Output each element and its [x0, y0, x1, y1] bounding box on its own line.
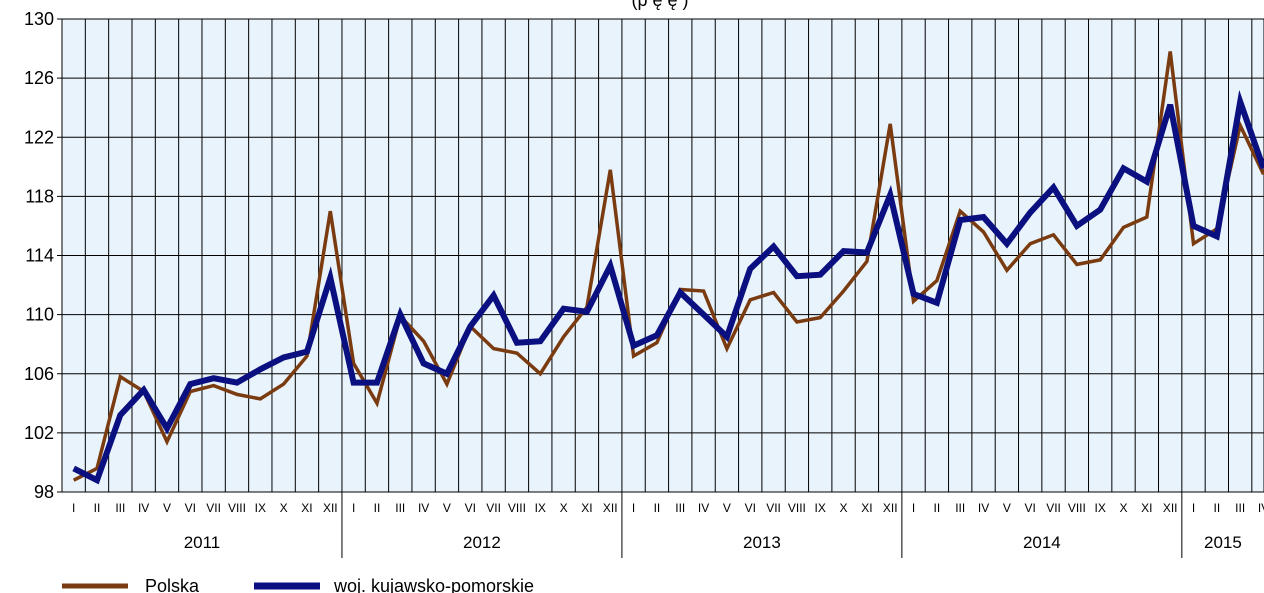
month-tick-label: X [840, 501, 848, 515]
month-tick-label: I [352, 501, 355, 515]
month-tick-label: XI [1141, 501, 1152, 515]
month-tick-label: V [723, 501, 731, 515]
legend-label-kujawsko-pomorskie: woj. kujawsko-pomorskie [333, 576, 534, 593]
month-tick-label: XI [581, 501, 592, 515]
month-tick-label: IX [1095, 501, 1106, 515]
month-tick-label: VI [465, 501, 476, 515]
month-tick-label: XI [861, 501, 872, 515]
month-tick-label: VIII [228, 501, 246, 515]
month-tick-label: IX [815, 501, 826, 515]
month-tick-label: IX [535, 501, 546, 515]
month-tick-label: X [560, 501, 568, 515]
month-tick-label: IV [978, 501, 989, 515]
month-tick-label: III [1235, 501, 1245, 515]
month-tick-label: V [443, 501, 451, 515]
grid-lines [62, 18, 1264, 493]
month-tick-label: IV [698, 501, 709, 515]
legend-item-polska: Polska [62, 576, 200, 593]
year-label: 2015 [1204, 533, 1242, 552]
month-tick-label: VII [766, 501, 781, 515]
month-tick-label: X [1120, 501, 1128, 515]
chart-title-fragment: (p ę ę ) [631, 0, 688, 10]
month-tick-label: X [280, 501, 288, 515]
y-tick-label: 118 [25, 186, 54, 206]
legend-item-kujawsko-pomorskie: woj. kujawsko-pomorskie [254, 576, 534, 593]
month-tick-label: I [912, 501, 915, 515]
year-label: 2011 [184, 533, 221, 552]
y-tick-label: 122 [24, 127, 54, 147]
month-tick-label: VII [1046, 501, 1061, 515]
month-tick-label: II [1213, 501, 1220, 515]
month-tick-label: VI [1025, 501, 1036, 515]
y-tick-label: 102 [24, 423, 54, 443]
month-tick-label: III [115, 501, 125, 515]
month-tick-label: II [934, 501, 941, 515]
month-tick-label: XI [301, 501, 312, 515]
month-tick-label: III [395, 501, 405, 515]
month-tick-label: VIII [1068, 501, 1086, 515]
y-tick-label: 126 [24, 68, 54, 88]
month-tick-label: I [1192, 501, 1195, 515]
month-tick-label: V [1003, 501, 1011, 515]
year-label: 2013 [743, 533, 781, 552]
month-tick-label: IX [255, 501, 266, 515]
month-tick-label: XII [323, 501, 338, 515]
month-tick-label: V [163, 501, 171, 515]
month-tick-label: XII [603, 501, 618, 515]
month-tick-label: III [955, 501, 965, 515]
month-tick-label: III [675, 501, 685, 515]
y-tick-label: 98 [34, 482, 54, 502]
month-tick-label: IV [1258, 501, 1264, 515]
series-line-kujawsko-pomorskie [72, 89, 1264, 485]
month-tick-label: II [374, 501, 381, 515]
month-tick-label: VI [745, 501, 756, 515]
month-tick-label: XII [1163, 501, 1178, 515]
month-tick-label: VI [185, 501, 196, 515]
month-tick-label: VIII [508, 501, 526, 515]
y-tick-label: 110 [25, 305, 54, 325]
year-label: 2014 [1023, 533, 1061, 552]
month-tick-label: I [632, 501, 635, 515]
month-tick-label: VII [486, 501, 501, 515]
month-tick-label: I [72, 501, 75, 515]
month-tick-label: VIII [788, 501, 806, 515]
y-tick-label: 114 [25, 246, 54, 266]
month-tick-label: II [654, 501, 661, 515]
y-tick-label: 130 [24, 9, 54, 29]
y-tick-label: 106 [24, 364, 54, 384]
y-axis: 98 102 106 110 114 118 122 126 130 [24, 9, 62, 502]
legend: Polska woj. kujawsko-pomorskie [62, 576, 534, 593]
month-tick-label: IV [418, 501, 429, 515]
legend-label-polska: Polska [145, 576, 200, 593]
series-group [72, 51, 1264, 485]
month-tick-label: IV [138, 501, 149, 515]
month-tick-label: XII [883, 501, 898, 515]
year-label: 2012 [463, 533, 501, 552]
month-tick-label: II [94, 501, 101, 515]
month-tick-label: VII [206, 501, 221, 515]
